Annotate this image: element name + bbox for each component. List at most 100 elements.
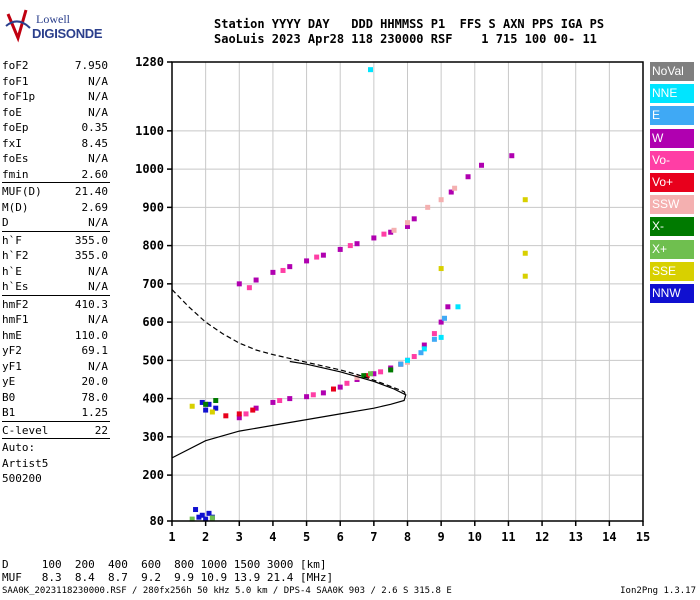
echo-point bbox=[304, 394, 310, 400]
param-separator bbox=[2, 230, 110, 232]
echo-point bbox=[236, 281, 242, 287]
param-row: M(D) 2.69 bbox=[2, 200, 110, 216]
x-tick-label: 12 bbox=[535, 530, 549, 544]
param-name: B1 bbox=[2, 406, 16, 419]
echo-point bbox=[203, 516, 209, 522]
y-tick-label: 400 bbox=[142, 392, 164, 406]
echo-point bbox=[253, 277, 259, 283]
param-value: 2.69 bbox=[81, 200, 109, 214]
param-value: 8.45 bbox=[81, 136, 109, 150]
legend-item: Vo- bbox=[650, 150, 694, 170]
param-separator bbox=[2, 294, 110, 296]
y-tick-label: 300 bbox=[142, 430, 164, 444]
echo-point bbox=[347, 243, 353, 249]
param-row: h`E N/A bbox=[2, 264, 110, 280]
echo-point bbox=[314, 254, 320, 260]
x-tick-label: 9 bbox=[438, 530, 445, 544]
param-name: yE bbox=[2, 375, 16, 388]
echo-point bbox=[479, 162, 485, 168]
param-name: hmF1 bbox=[2, 313, 29, 326]
param-value: N/A bbox=[88, 74, 108, 88]
param-value: 110.0 bbox=[74, 328, 108, 342]
legend-item: NoVal bbox=[650, 62, 694, 81]
echo-point bbox=[193, 507, 199, 513]
param-name: h`Es bbox=[2, 280, 29, 293]
param-note: Artist5 bbox=[2, 456, 49, 470]
param-name: foF1 bbox=[2, 74, 29, 88]
y-tick-label: 800 bbox=[142, 239, 164, 253]
x-tick-label: 1 bbox=[168, 530, 175, 544]
param-name: foE bbox=[2, 105, 22, 119]
echo-point bbox=[405, 220, 410, 226]
param-value: N/A bbox=[88, 90, 108, 103]
param-value: 22 bbox=[94, 423, 108, 437]
param-row: fxI 8.45 bbox=[2, 136, 110, 152]
param-row: foF1p N/A bbox=[2, 89, 110, 105]
echo-point bbox=[213, 405, 219, 411]
echo-point bbox=[431, 331, 437, 337]
legend-item: W bbox=[650, 128, 694, 148]
echo-point bbox=[206, 401, 212, 407]
param-row: C-level 22 bbox=[2, 423, 110, 439]
echo-point bbox=[320, 390, 326, 396]
echo-point bbox=[304, 258, 310, 264]
legend-item: X+ bbox=[650, 239, 694, 259]
x-tick-label: 2 bbox=[202, 530, 209, 544]
echo-point bbox=[455, 304, 461, 310]
echo-point bbox=[405, 223, 410, 229]
param-value: 7.950 bbox=[74, 59, 108, 72]
param-row: foE N/A bbox=[2, 105, 110, 121]
echo-point bbox=[320, 252, 326, 258]
y-tick-label: 1000 bbox=[135, 162, 164, 176]
param-row: yF1 N/A bbox=[2, 359, 110, 375]
echo-point bbox=[236, 415, 242, 421]
echo-point bbox=[287, 396, 293, 402]
y-tick-label: 900 bbox=[142, 200, 164, 214]
param-name: h`F bbox=[2, 233, 22, 247]
echo-point bbox=[344, 380, 350, 386]
chart-grid bbox=[171, 61, 644, 522]
param-note: Auto: bbox=[2, 441, 36, 454]
echo-point bbox=[371, 235, 377, 241]
echo-point bbox=[438, 197, 444, 203]
echo-point bbox=[381, 231, 387, 237]
legend-item: SSW bbox=[650, 195, 694, 215]
echo-point bbox=[445, 304, 451, 310]
x-tick-label: 8 bbox=[404, 530, 411, 544]
legend-item: X- bbox=[650, 217, 694, 237]
digisonde-logo: Lowell DIGISONDE bbox=[4, 6, 124, 46]
echo-point bbox=[364, 373, 370, 379]
echo-point bbox=[280, 267, 286, 273]
echo-point bbox=[287, 264, 293, 270]
echo-point bbox=[438, 266, 444, 272]
param-value: N/A bbox=[88, 152, 108, 165]
echo-point bbox=[236, 411, 242, 417]
param-name: hmF2 bbox=[2, 297, 29, 311]
echo-point bbox=[465, 174, 471, 180]
x-tick-label: 7 bbox=[370, 530, 377, 544]
echo-point bbox=[431, 336, 437, 342]
echo-point bbox=[361, 373, 367, 379]
echo-point bbox=[206, 510, 212, 516]
echo-point bbox=[270, 269, 276, 275]
param-value: 355.0 bbox=[74, 233, 108, 247]
echo-point bbox=[270, 399, 276, 405]
param-row: yE 20.0 bbox=[2, 374, 110, 390]
echo-point bbox=[398, 361, 404, 367]
param-separator bbox=[2, 420, 110, 422]
echo-point bbox=[213, 398, 219, 404]
x-tick-label: 14 bbox=[602, 530, 616, 544]
y-tick-label: 700 bbox=[142, 277, 164, 291]
echo-point bbox=[411, 216, 417, 222]
polarization-legend: NoVal NNE E W Vo- Vo+ SSW X- X+ SSE NNW bbox=[650, 62, 694, 306]
param-row: hmF2 410.3 bbox=[2, 297, 110, 313]
param-value: N/A bbox=[88, 280, 108, 293]
y-tick-label: 200 bbox=[142, 468, 164, 482]
y-tick-label: 1100 bbox=[135, 124, 164, 138]
echo-point bbox=[522, 197, 528, 203]
param-name: foEp bbox=[2, 121, 29, 134]
echo-point bbox=[378, 369, 384, 375]
echo-point bbox=[418, 350, 424, 356]
param-value: 78.0 bbox=[81, 390, 109, 404]
